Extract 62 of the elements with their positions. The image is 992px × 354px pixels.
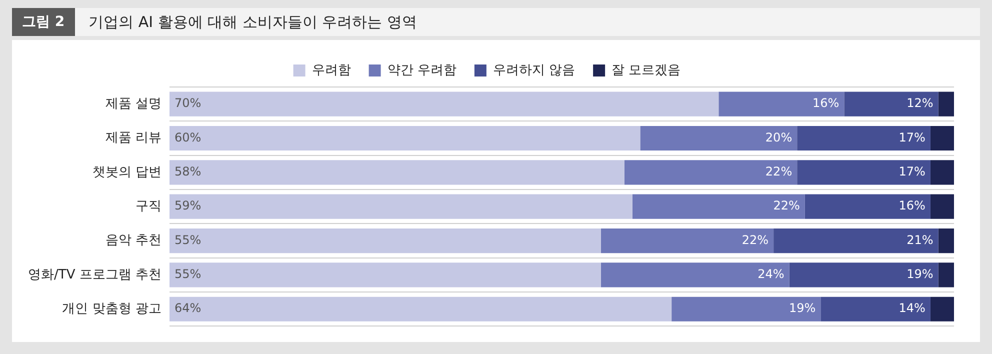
bar (789, 262, 938, 288)
bar (797, 160, 930, 185)
bar (930, 160, 954, 185)
bar (938, 228, 954, 254)
bar (804, 194, 930, 219)
data-label: 16% (812, 96, 840, 110)
data-label: 24% (758, 267, 784, 282)
data-label: 60% (174, 130, 202, 144)
bar (600, 262, 790, 288)
bar (169, 160, 624, 185)
bar (169, 228, 601, 254)
bar (624, 160, 798, 185)
bar (169, 126, 640, 151)
bar (938, 262, 954, 288)
caption: 그림 2 (12, 8, 75, 36)
data-label: 22% (742, 232, 769, 247)
data-label: 59% (174, 198, 202, 213)
bar (169, 92, 719, 116)
legend-label: 우려함 (312, 62, 351, 78)
data-label: 20% (765, 130, 792, 144)
data-label: 16% (898, 198, 926, 213)
chart-title: 기업의 AI 활용에 대해 소비자들이 우려하는 영역 (88, 12, 417, 32)
data-label: 14% (898, 301, 926, 316)
bar (774, 228, 938, 254)
data-label: 55% (174, 267, 202, 282)
data-label: 21% (906, 232, 934, 247)
legend-label: 잘 모르겠음 (612, 62, 681, 78)
bar (169, 296, 672, 322)
y-tick-label: 영화/TV 프로그램 추천 (28, 267, 162, 282)
y-tick-label: 구직 (135, 198, 162, 214)
y-tick-label: 챗봇의 답변 (92, 164, 162, 180)
y-tick-label: 음악 추천 (105, 233, 162, 248)
data-label: 12% (906, 96, 934, 110)
bar (930, 126, 954, 151)
bar (672, 296, 821, 322)
data-label: 55% (174, 232, 202, 247)
y-tick-label: 제품 리뷰 (105, 130, 162, 146)
data-label: 19% (788, 301, 816, 316)
data-label: 19% (906, 267, 934, 282)
bar (938, 92, 954, 116)
bar (640, 126, 798, 151)
legend-label: 약간 우려함 (387, 62, 456, 78)
bar (820, 296, 930, 322)
bar (930, 194, 954, 219)
bar (930, 296, 954, 322)
data-label: 17% (898, 130, 926, 144)
data-label: 70% (174, 96, 202, 110)
data-label: 64% (174, 301, 202, 316)
bar (632, 194, 805, 219)
y-tick-label: 개인 맞춤형 광고 (62, 301, 162, 316)
bar (844, 92, 938, 116)
data-label: 58% (174, 164, 202, 179)
bar (718, 92, 844, 116)
bar (600, 228, 774, 254)
legend-label: 우려하지 않음 (492, 62, 576, 78)
data-label: 17% (898, 164, 926, 179)
bar (797, 126, 930, 151)
y-tick-label: 제품 설명 (105, 96, 162, 112)
bar (169, 194, 632, 219)
bar (169, 262, 601, 288)
data-label: 22% (773, 198, 800, 213)
data-label: 22% (765, 164, 792, 179)
